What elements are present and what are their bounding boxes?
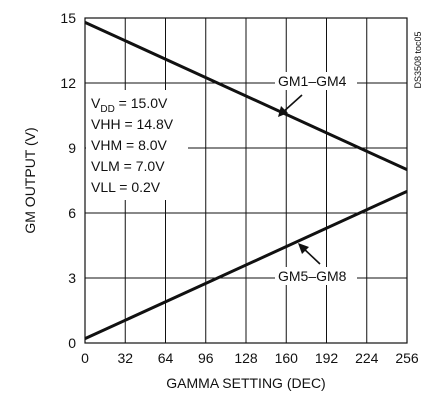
y-tick-label: 0 bbox=[68, 335, 76, 351]
series-line-1 bbox=[84, 20, 408, 172]
vlm-condition: VLM = 7.0V bbox=[91, 158, 165, 174]
y-axis-title: GM OUTPUT (V) bbox=[22, 127, 38, 233]
series2-label-bg bbox=[275, 267, 357, 285]
plot-frame bbox=[84, 17, 408, 344]
x-tick-labels: 0 32 64 96 128 160 192 224 256 bbox=[81, 350, 419, 366]
y-tick-label: 15 bbox=[60, 10, 76, 26]
series1-arrowhead-icon bbox=[278, 106, 288, 117]
series-lines bbox=[84, 20, 408, 341]
series1-arrow bbox=[281, 94, 303, 114]
x-tick-label: 256 bbox=[395, 350, 419, 366]
y-tick-labels: 0 3 6 9 12 15 bbox=[60, 10, 76, 351]
conditions-box bbox=[86, 90, 188, 200]
vhh-condition: VHH = 14.8V bbox=[91, 116, 174, 132]
series-line-2 bbox=[84, 189, 408, 341]
x-tick-label: 32 bbox=[117, 350, 133, 366]
vhm-condition: VHM = 8.0V bbox=[91, 137, 168, 153]
x-axis-title: GAMMA SETTING (DEC) bbox=[166, 375, 325, 391]
y-tick-label: 3 bbox=[68, 270, 76, 286]
x-tick-label: 192 bbox=[315, 350, 339, 366]
x-tick-label: 64 bbox=[158, 350, 174, 366]
series2-label: GM5–GM8 bbox=[278, 268, 347, 284]
figure-id: DS3508 toc05 bbox=[413, 31, 423, 88]
series1-label: GM1–GM4 bbox=[278, 73, 347, 89]
series2-arrowhead-icon bbox=[298, 243, 309, 254]
y-tick-label: 9 bbox=[68, 140, 76, 156]
x-tick-label: 224 bbox=[355, 350, 379, 366]
series1-label-bg bbox=[275, 72, 357, 90]
x-tick-label: 160 bbox=[275, 350, 299, 366]
vll-condition: VLL = 0.2V bbox=[91, 179, 161, 195]
y-tick-label: 6 bbox=[68, 205, 76, 221]
y-tick-label: 12 bbox=[60, 75, 76, 91]
x-tick-label: 96 bbox=[198, 350, 214, 366]
x-tick-label: 128 bbox=[234, 350, 258, 366]
x-tick-label: 0 bbox=[81, 350, 89, 366]
vdd-condition: VDD = 15.0V bbox=[91, 95, 168, 115]
